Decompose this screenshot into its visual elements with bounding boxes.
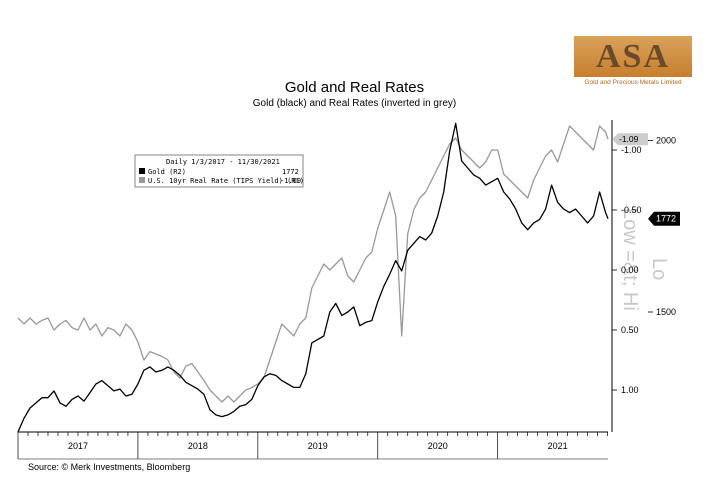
marker-text: -1.09 <box>619 134 639 144</box>
r2-tick-label: 1500 <box>656 307 676 317</box>
marker-shape <box>648 211 680 226</box>
r1-tick-label: -1.00 <box>621 145 642 155</box>
marker-text: 1772 <box>656 214 676 224</box>
legend-label-rates: U.S. 10yr Real Rate (TIPS Yield) (R1) <box>148 177 304 185</box>
series-line-gold <box>17 122 609 433</box>
marker-shape <box>612 133 648 146</box>
x-tick-label: 2021 <box>548 441 568 451</box>
r1-tick-label: -0.50 <box>621 205 642 215</box>
chart-subtitle: Gold (black) and Real Rates (inverted in… <box>252 98 457 109</box>
last-value-marker-gold: 1772 <box>648 211 680 226</box>
legend-swatch-rates <box>139 177 145 183</box>
x-tick-label: 2020 <box>428 441 448 451</box>
x-tick-label: 2019 <box>308 441 328 451</box>
last-value-marker-rates: -1.09 <box>612 133 648 146</box>
axes: 2017 2018 2019 2020 2021 -1.00 -0.50 0.00 0.50 1.… <box>17 120 676 460</box>
source-note: Source: © Merk Investments, Bloomberg <box>28 462 191 472</box>
watermarks: Low =&t; Hi Lo <box>619 208 670 311</box>
logo-box <box>574 36 692 77</box>
r1-tick-label: 0.50 <box>621 325 639 335</box>
legend-label-gold: Gold (R2) <box>148 168 186 176</box>
x-tick-label: 2017 <box>68 441 88 451</box>
watermark-text-2: Lo <box>648 258 670 280</box>
legend-period: Daily 1/3/2017 - 11/30/2021 <box>166 158 280 166</box>
legend: Daily 1/3/2017 - 11/30/2021 Gold (R2) 17… <box>134 154 304 188</box>
series-layer: 1772-1.09 <box>17 122 680 433</box>
legend-value-rates: -1.09 <box>280 177 301 185</box>
legend-box <box>134 154 304 188</box>
chart-title: Gold and Real Rates <box>284 79 425 96</box>
logo-text: ASA <box>595 38 671 75</box>
logo-tagline: Gold and Precious Metals Limited <box>584 79 682 86</box>
series-line-real-rates <box>17 125 609 403</box>
watermark-text-1: Low =&t; Hi <box>619 208 641 311</box>
legend-swatch-gold <box>139 168 145 174</box>
legend-value-gold: 1772 <box>282 168 299 176</box>
r2-tick-label: 2000 <box>656 136 676 146</box>
x-tick-label: 2018 <box>188 441 208 451</box>
r1-tick-label: 1.00 <box>621 385 639 395</box>
asa-logo: ASA Gold and Precious Metals Limited <box>574 36 692 90</box>
r1-tick-label: 0.00 <box>621 265 639 275</box>
